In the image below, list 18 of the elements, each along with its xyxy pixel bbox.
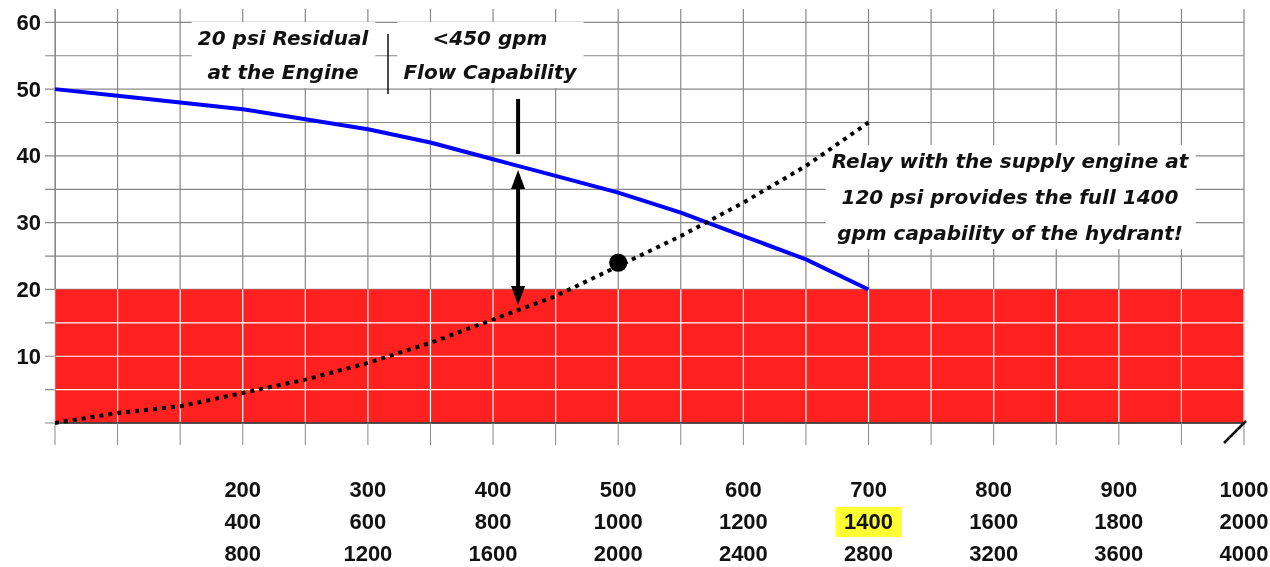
x-tick-label: 800 1600 3200: [969, 477, 1019, 566]
y-tick-label: 30: [16, 210, 41, 236]
x-tick-label: 500 1000 2000: [593, 477, 643, 566]
y-tick-label: 10: [16, 343, 41, 369]
x-tick-label: 400 800 1600: [468, 477, 518, 566]
y-tick-label: 50: [16, 76, 41, 102]
y-tick-label: 20: [16, 276, 41, 302]
annotation: <450 gpm Flow Capability: [403, 26, 578, 84]
y-tick-label: 60: [16, 9, 41, 35]
x-tick-label: 600 1200 2400: [718, 477, 768, 566]
annotation: 20 psi Residual at the Engine: [197, 26, 370, 84]
x-tick-label: 200 400 800: [224, 477, 262, 566]
annotation: Relay with the supply engine at 120 psi provides the full 1400 gpm capability of the hydrant!: [831, 149, 1190, 245]
x-tick-label: 700 1400 2800: [844, 477, 893, 566]
x-tick-label: 1000 2000 4000: [1219, 477, 1269, 566]
y-tick-label: 40: [16, 143, 41, 169]
x-tick-label: 300 600 1200: [343, 477, 393, 566]
x-tick-label: 900 1800 3600: [1094, 477, 1144, 566]
